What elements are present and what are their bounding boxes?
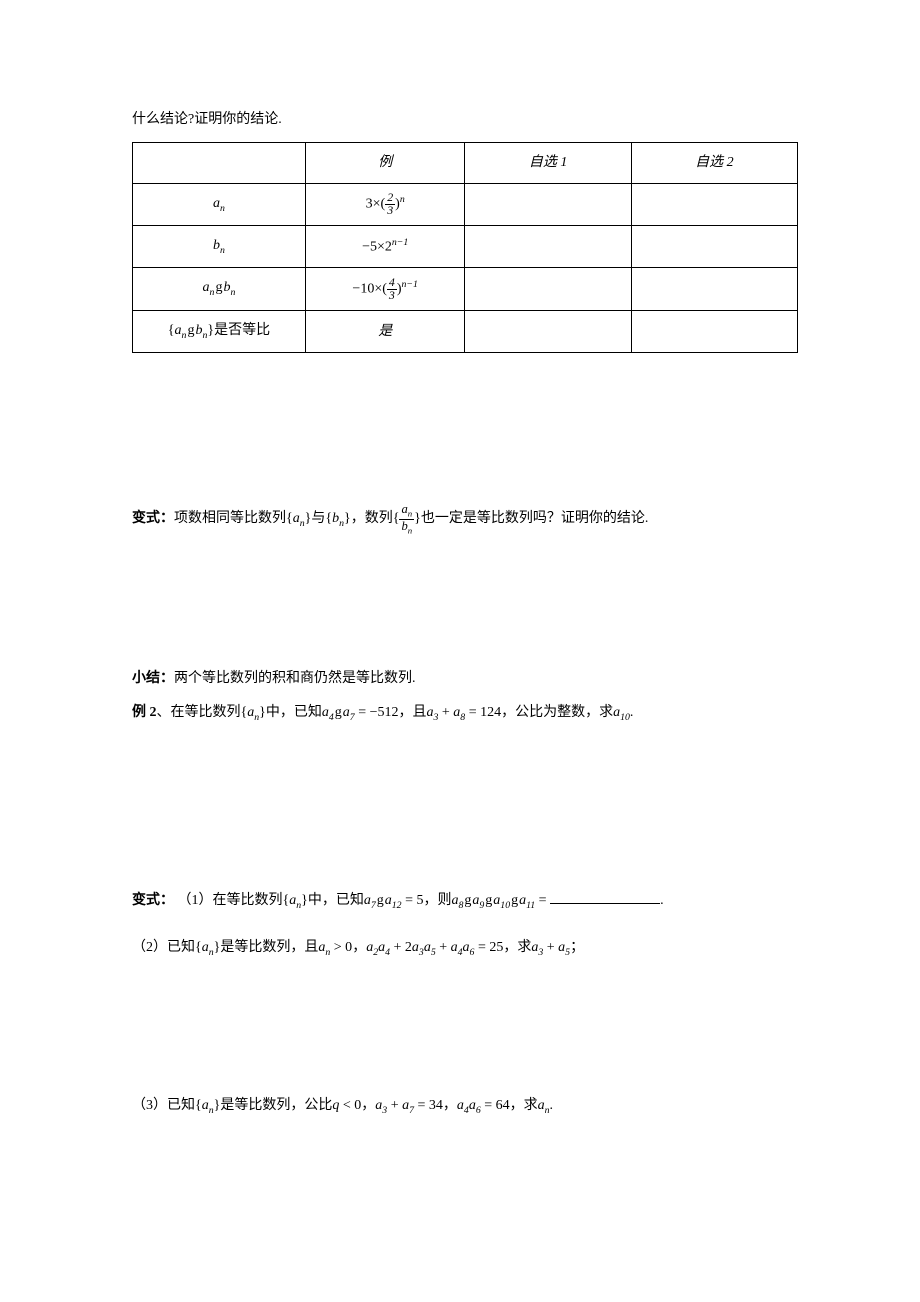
spacer [132,757,798,887]
variant-label: 变式： [132,511,174,526]
row-bn-label: bn [133,226,306,268]
row-bn-example: −5×2n−1 [305,226,465,268]
table-row: bn −5×2n−1 [133,226,798,268]
row-isgeo-s1 [465,310,631,352]
row-anbn-label: angbn [133,268,306,310]
example-label: 例 2 [132,705,157,720]
row-anbn-example: −10×(43)n−1 [305,268,465,310]
summary-label: 小结： [132,671,174,686]
row-anbn-s1 [465,268,631,310]
spacer [132,393,798,503]
spacer [132,565,798,665]
variant-2-part3: （3）已知{an}是等比数列，公比q < 0，a3 + a7 = 34，a4a6… [132,1092,798,1120]
variant-1: 变式：项数相同等比数列{an}与{bn}，数列{anbn}也一定是等比数列吗？证… [132,503,798,535]
variant-2-part1: 变式： （1）在等比数列{an}中，已知a7ga12 = 5，则a8ga9ga1… [132,887,798,915]
row-anbn-s2 [631,268,797,310]
col-self2-header: 自选 2 [631,142,797,183]
row-isgeo-s2 [631,310,797,352]
row-isgeo-example: 是 [305,310,465,352]
sequence-table: 例 自选 1 自选 2 an 3×(23)n bn −5×2n−1 angbn … [132,142,798,354]
table-row: an 3×(23)n [133,183,798,225]
variant-2-part2: （2）已知{an}是等比数列，且an > 0，a2a4 + 2a3a5 + a4… [132,934,798,962]
table-row: angbn −10×(43)n−1 [133,268,798,310]
row-an-example: 3×(23)n [305,183,465,225]
variant-label: 变式： [132,893,174,908]
blank-answer [550,903,660,904]
row-bn-s1 [465,226,631,268]
row-an-s1 [465,183,631,225]
example-2: 例 2、在等比数列{an}中，已知a4ga7 = −512，且a3 + a8 =… [132,699,798,727]
col-self1-header: 自选 1 [465,142,631,183]
summary: 小结：两个等比数列的积和商仍然是等比数列. [132,665,798,693]
table-row: {angbn}是否等比 是 [133,310,798,352]
row-an-s2 [631,183,797,225]
intro-text: 什么结论?证明你的结论. [132,108,798,132]
blank-header [133,142,306,183]
row-isgeo-label: {angbn}是否等比 [133,310,306,352]
col-example-header: 例 [305,142,465,183]
table-row: 例 自选 1 自选 2 [133,142,798,183]
row-bn-s2 [631,226,797,268]
spacer [132,992,798,1092]
row-an-label: an [133,183,306,225]
